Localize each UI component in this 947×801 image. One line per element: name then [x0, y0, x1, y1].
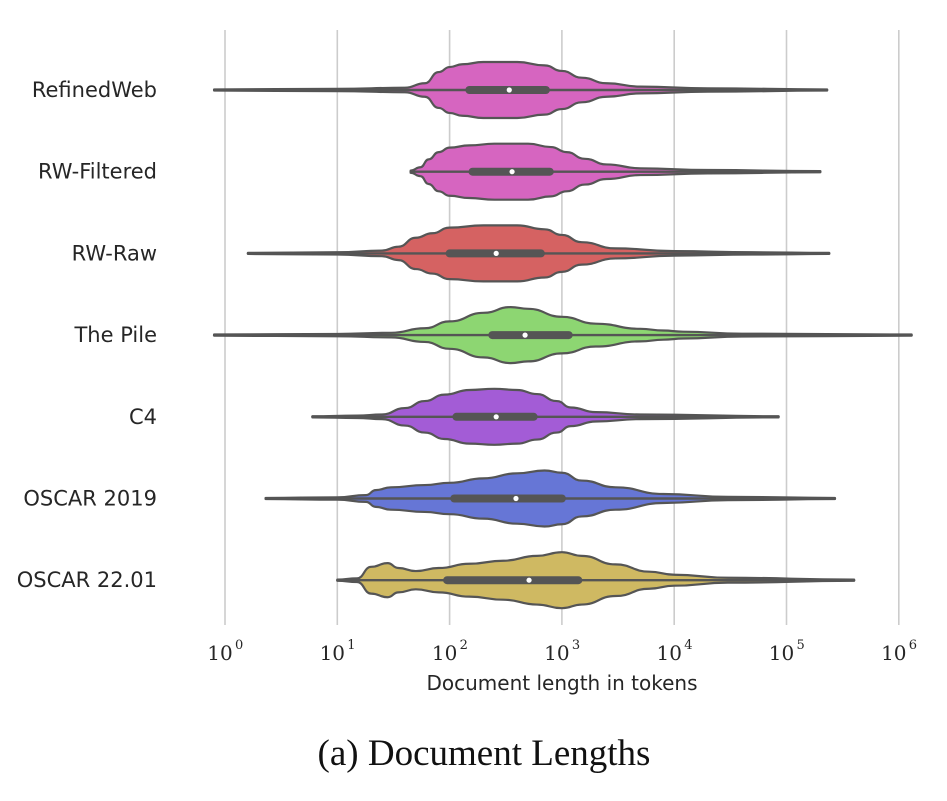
violin-median	[522, 332, 528, 338]
violin-median	[526, 577, 532, 583]
violin-median	[493, 414, 499, 420]
x-tick-base: 10	[320, 641, 345, 665]
y-category-label: C4	[129, 405, 157, 429]
violin-rw-filtered	[409, 142, 822, 201]
y-category-label: OSCAR 22.01	[17, 568, 157, 592]
x-tick-exponent: 4	[684, 638, 692, 653]
violin-oscar-22-01	[336, 551, 856, 610]
x-tick-base: 10	[432, 641, 457, 665]
x-tick-label: 10 1	[320, 638, 356, 665]
y-category-label: RW-Raw	[72, 241, 157, 265]
figure-caption: (a) Document Lengths	[318, 733, 651, 774]
x-tick-base: 10	[769, 641, 794, 665]
x-tick-base: 10	[207, 641, 232, 665]
y-category-label: The Pile	[73, 323, 157, 347]
x-axis-label: Document length in tokens	[426, 671, 697, 695]
violin-refinedweb	[212, 60, 829, 120]
x-tick-label: 10 6	[881, 638, 917, 665]
x-tick-label: 10 3	[544, 638, 580, 665]
x-tick-base: 10	[881, 641, 906, 665]
y-category-label: OSCAR 2019	[23, 487, 157, 511]
x-axis-ticks: 10 0 10 1 10 2 10 3 10 4 10 5 10 6	[207, 638, 917, 665]
y-category-label: RW-Filtered	[38, 160, 157, 184]
x-tick-exponent: 2	[460, 638, 468, 653]
x-tick-label: 10 4	[656, 638, 692, 665]
x-tick-label: 10 2	[432, 638, 468, 665]
x-tick-label: 10 5	[769, 638, 805, 665]
x-tick-exponent: 0	[235, 638, 243, 653]
violin-the-pile	[212, 306, 913, 365]
violins	[212, 60, 913, 610]
x-tick-base: 10	[544, 641, 569, 665]
x-tick-exponent: 6	[909, 638, 917, 653]
x-tick-label: 10 0	[207, 638, 243, 665]
violin-median	[513, 495, 519, 502]
x-tick-exponent: 3	[572, 638, 580, 653]
x-tick-exponent: 1	[347, 638, 355, 653]
x-tick-base: 10	[656, 641, 681, 665]
y-axis-labels: RefinedWeb RW-Filtered RW-Raw The Pile C4 OSC…	[17, 78, 157, 592]
y-category-label: RefinedWeb	[32, 78, 157, 102]
violin-median	[509, 169, 515, 175]
violin-median	[493, 250, 499, 256]
violin-c4	[311, 387, 780, 446]
x-tick-exponent: 5	[797, 638, 805, 653]
violin-median	[506, 87, 512, 93]
violin-oscar-2019	[264, 469, 837, 528]
violin-rw-raw	[246, 224, 831, 283]
